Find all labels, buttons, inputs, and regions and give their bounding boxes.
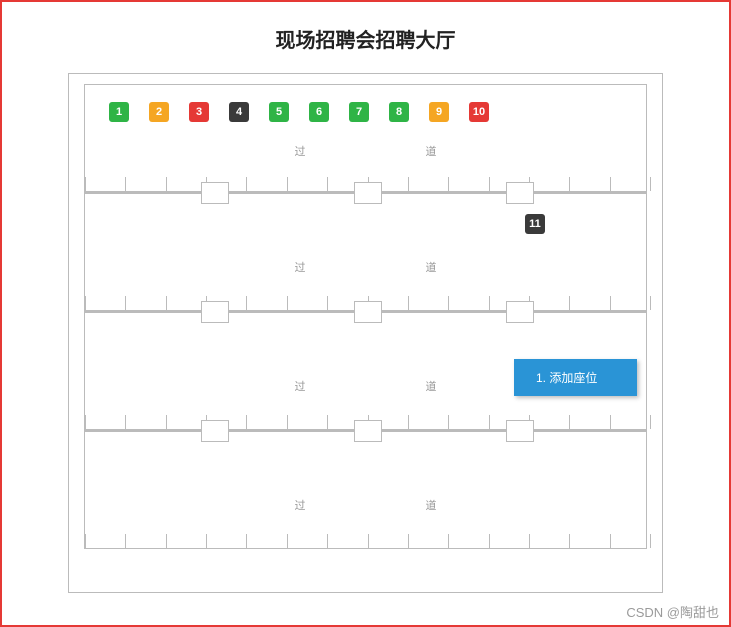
door-3-3 bbox=[506, 301, 534, 323]
watermark: CSDN @陶甜也 bbox=[626, 602, 719, 621]
section-1: 过道 bbox=[84, 84, 647, 192]
door-row bbox=[85, 420, 646, 442]
door-3-1 bbox=[201, 301, 229, 323]
aisle-label: 过道 bbox=[85, 261, 646, 275]
aisle-label: 过道 bbox=[85, 145, 646, 159]
aisle-char-right: 道 bbox=[426, 145, 437, 159]
hall-canvas: 12345678910 11 过道过道过道过道 bbox=[68, 73, 663, 593]
tick-row bbox=[85, 534, 646, 548]
aisle-char-right: 道 bbox=[426, 380, 437, 394]
door-3-2 bbox=[354, 301, 382, 323]
door-2-3 bbox=[506, 182, 534, 204]
door-row bbox=[85, 301, 646, 323]
page-title: 现场招聘会招聘大厅 bbox=[2, 2, 729, 63]
aisle-char-left: 过 bbox=[295, 380, 306, 394]
door-4-2 bbox=[354, 420, 382, 442]
context-menu-add-seat[interactable]: 1. 添加座位 bbox=[514, 359, 637, 396]
door-row bbox=[85, 182, 646, 204]
aisle-label: 过道 bbox=[85, 499, 646, 513]
section-4: 过道 bbox=[84, 430, 647, 549]
aisle-char-right: 道 bbox=[426, 261, 437, 275]
door-4-1 bbox=[201, 420, 229, 442]
aisle-char-right: 道 bbox=[426, 499, 437, 513]
section-2: 过道 bbox=[84, 192, 647, 311]
aisle-char-left: 过 bbox=[295, 499, 306, 513]
aisle-char-left: 过 bbox=[295, 261, 306, 275]
door-2-1 bbox=[201, 182, 229, 204]
door-2-2 bbox=[354, 182, 382, 204]
aisle-char-left: 过 bbox=[295, 145, 306, 159]
door-4-3 bbox=[506, 420, 534, 442]
